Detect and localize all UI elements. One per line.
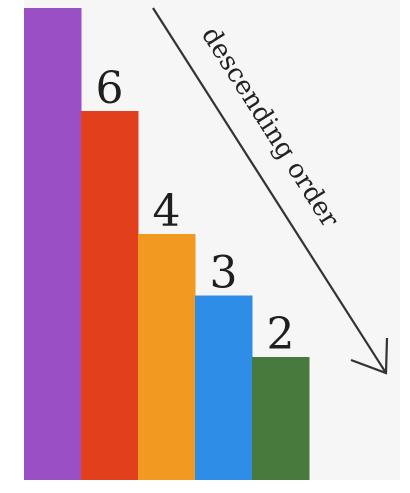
value-label-bar-2: 6 <box>96 63 124 114</box>
bar-1 <box>24 8 82 480</box>
value-label-bar-3: 4 <box>153 186 181 237</box>
bars-group <box>24 8 310 480</box>
bar-4 <box>195 295 253 480</box>
bar-5 <box>252 357 310 480</box>
bar-3 <box>138 234 196 480</box>
annotation-arrow-line <box>152 7 387 374</box>
value-label-bar-4: 3 <box>210 248 238 299</box>
value-labels-group: 6 432 <box>96 63 295 360</box>
bar-2 <box>81 111 139 480</box>
value-label-bar-5: 2 <box>267 309 295 360</box>
annotation-arrowhead <box>350 337 389 375</box>
